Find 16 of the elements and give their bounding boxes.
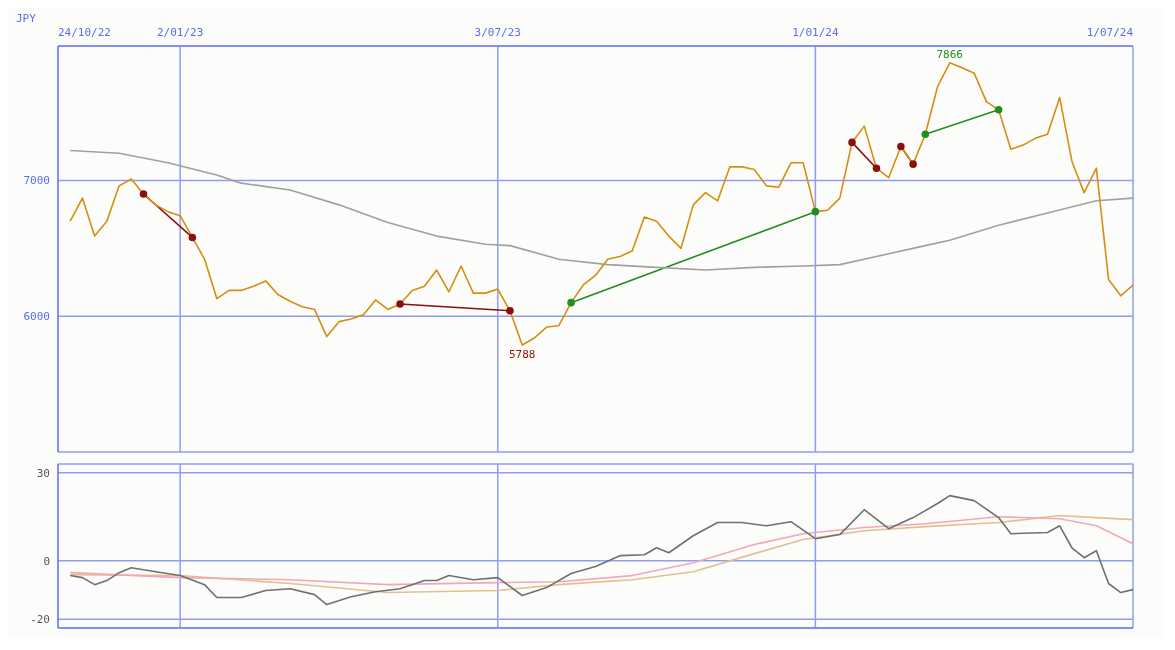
line-series [69, 62, 1133, 346]
y-axis-title: JPY [16, 12, 36, 25]
x-tick-label: 2/01/23 [156, 26, 204, 39]
line-series [69, 149, 1133, 271]
y-tick-label: 30 [36, 466, 50, 480]
y-tick-label: 7000 [23, 174, 50, 188]
y-tick-label: 6000 [23, 310, 50, 324]
annotation: 7866 [936, 47, 964, 61]
annotation: 5788 [508, 347, 536, 361]
y-tick-label: -20 [30, 613, 50, 627]
x-tick-label: 3/07/23 [474, 26, 521, 39]
x-tick-label: 24/10/22 [58, 26, 111, 39]
x-tick-label: 1/07/24 [1086, 26, 1134, 39]
y-tick-label: 0 [43, 554, 50, 568]
x-tick-label: 1/01/24 [792, 26, 839, 39]
line-series [69, 494, 1133, 606]
